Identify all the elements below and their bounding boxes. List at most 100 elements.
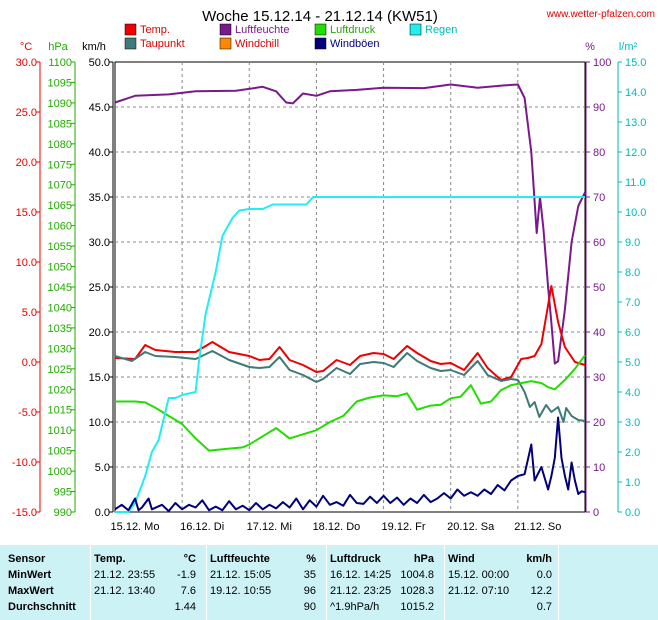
table-cell: 16.12. 14:25 bbox=[330, 569, 392, 581]
table-header-cell: Sensor bbox=[8, 553, 46, 565]
source-link[interactable]: www.wetter-pfalzen.com bbox=[546, 9, 655, 20]
temp-tick-label: 20.0 bbox=[16, 157, 37, 169]
table-cell: -1.9 bbox=[177, 569, 196, 581]
table-cell: 1004.8 bbox=[400, 569, 434, 581]
table-cell: 35 bbox=[303, 569, 316, 581]
table-header-cell: km/h bbox=[526, 553, 552, 565]
weather-chart: Woche 15.12.14 - 21.12.14 (KW51) www.wet… bbox=[12, 8, 655, 533]
table-separator bbox=[90, 545, 91, 620]
hum-tick-label: 20 bbox=[593, 417, 605, 429]
legend: Temp. Taupunkt Luftfeuchte Windchill Luftdru… bbox=[124, 23, 457, 50]
table-header-cell: % bbox=[306, 553, 316, 565]
x-tick-label: 19.12. Fr bbox=[382, 521, 426, 533]
legend-label-dew: Taupunkt bbox=[140, 38, 185, 50]
temp-tick-label: 5.0 bbox=[22, 307, 37, 319]
rain-tick-label: 5.0 bbox=[625, 357, 640, 369]
legend-label-gust: Windböen bbox=[330, 38, 380, 50]
x-tick-label: 15.12. Mo bbox=[111, 521, 160, 533]
x-tick-label: 17.12. Mi bbox=[247, 521, 292, 533]
wind-tick-label: 50.0 bbox=[89, 57, 110, 69]
table-header-cell: Temp. bbox=[94, 553, 126, 565]
gust-line bbox=[114, 416, 586, 513]
legend-label-rain: Regen bbox=[425, 24, 457, 36]
press-tick-label: 1075 bbox=[48, 159, 72, 171]
table-cell: 1015.2 bbox=[400, 601, 434, 613]
wind-tick-label: 20.0 bbox=[89, 327, 110, 339]
legend-label-temp: Temp. bbox=[140, 24, 170, 36]
press-tick-label: 1095 bbox=[48, 77, 72, 89]
hum-tick-label: 10 bbox=[593, 462, 605, 474]
press-tick-label: 1020 bbox=[48, 384, 72, 396]
hum-tick-label: 80 bbox=[593, 147, 605, 159]
rain-tick-label: 7.0 bbox=[625, 297, 640, 309]
axes: 30.0 25.0 20.0 15.0 10.0 5.0 0.0 -5.0 -10.0 -15.0… bbox=[12, 41, 647, 533]
wind-tick-label: 0.0 bbox=[95, 507, 110, 519]
rain-tick-label: 8.0 bbox=[625, 267, 640, 279]
statistics-table: Sensor Temp. °C Luftfeuchte% Luftdruck hPa Win… bbox=[0, 545, 658, 620]
legend-label-hum: Luftfeuchte bbox=[235, 24, 289, 36]
table-header-cell: Luftdruck bbox=[330, 553, 381, 565]
temp-tick-label: 30.0 bbox=[16, 57, 37, 69]
table-cell: 15.12. 00:00 bbox=[448, 569, 510, 581]
press-tick-label: 1030 bbox=[48, 343, 72, 355]
wind-tick-label: 45.0 bbox=[89, 102, 110, 114]
press-tick-label: 990 bbox=[54, 507, 72, 519]
press-tick-label: 1080 bbox=[48, 139, 72, 151]
rain-tick-label: 13.0 bbox=[625, 117, 646, 129]
table-cell: 12.2 bbox=[530, 585, 552, 597]
press-tick-label: 1085 bbox=[48, 118, 72, 130]
hum-tick-label: 90 bbox=[593, 102, 605, 114]
hum-tick-label: 70 bbox=[593, 192, 605, 204]
press-tick-label: 1045 bbox=[48, 282, 72, 294]
press-tick-label: 1050 bbox=[48, 262, 72, 274]
press-tick-label: 1005 bbox=[48, 446, 72, 458]
hum-tick-label: 50 bbox=[593, 282, 605, 294]
legend-label-press: Luftdruck bbox=[330, 24, 376, 36]
press-tick-label: 995 bbox=[54, 487, 72, 499]
legend-swatch-hum bbox=[219, 23, 232, 36]
table-header-cell: °C bbox=[183, 553, 196, 565]
table-separator bbox=[558, 545, 559, 620]
table-cell: 21.12. 23:25 bbox=[330, 585, 392, 597]
table-cell: ^1.9hPa/h bbox=[330, 601, 380, 613]
temp-tick-label: 0.0 bbox=[22, 357, 37, 369]
wind-tick-label: 40.0 bbox=[89, 147, 110, 159]
press-line bbox=[115, 354, 586, 452]
temp-line bbox=[114, 285, 586, 381]
press-tick-label: 1035 bbox=[48, 323, 72, 335]
hum-line bbox=[114, 83, 586, 365]
temp-tick-label: -15.0 bbox=[12, 507, 37, 519]
press-tick-label: 1090 bbox=[48, 98, 72, 110]
x-tick-label: 20.12. Sa bbox=[447, 521, 495, 533]
press-tick-label: 1000 bbox=[48, 466, 72, 478]
press-tick-label: 1065 bbox=[48, 200, 72, 212]
table-header-cell: Wind bbox=[448, 553, 475, 565]
wind-tick-label: 10.0 bbox=[89, 417, 110, 429]
table-cell: 7.6 bbox=[180, 585, 196, 597]
temp-tick-label: 25.0 bbox=[16, 107, 37, 119]
table-cell: 21.12. 13:40 bbox=[94, 585, 156, 597]
legend-swatch-gust bbox=[314, 37, 327, 50]
chart-title: Woche 15.12.14 - 21.12.14 (KW51) bbox=[202, 8, 438, 25]
press-tick-label: 1010 bbox=[48, 425, 72, 437]
table-header-cell: hPa bbox=[413, 553, 434, 565]
press-tick-label: 1100 bbox=[48, 57, 72, 69]
table-cell: 1.44 bbox=[174, 601, 196, 613]
wind-tick-label: 25.0 bbox=[89, 282, 110, 294]
wind-tick-label: 30.0 bbox=[89, 237, 110, 249]
press-tick-label: 1015 bbox=[48, 405, 72, 417]
rain-tick-label: 4.0 bbox=[625, 387, 640, 399]
table-cell: 90 bbox=[303, 601, 316, 613]
table-row-label: MinWert bbox=[8, 569, 52, 581]
press-tick-label: 1060 bbox=[48, 221, 72, 233]
rain-tick-label: 3.0 bbox=[625, 417, 640, 429]
legend-label-chill: Windchill bbox=[235, 38, 279, 50]
rain-unit-label: l/m² bbox=[619, 41, 638, 53]
press-tick-label: 1055 bbox=[48, 241, 72, 253]
wind-tick-label: 5.0 bbox=[95, 462, 110, 474]
wind-tick-label: 15.0 bbox=[89, 372, 110, 384]
legend-swatch-dew bbox=[124, 37, 137, 50]
rain-tick-label: 2.0 bbox=[625, 447, 640, 459]
table-cell: 21.12. 23:55 bbox=[94, 569, 156, 581]
wind-unit-label: km/h bbox=[82, 41, 106, 53]
